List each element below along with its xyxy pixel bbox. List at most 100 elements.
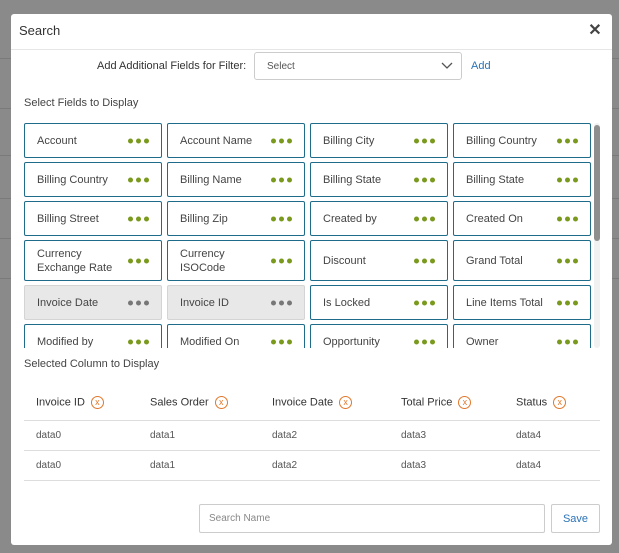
field-option[interactable]: Modified On — [167, 324, 305, 348]
remove-column-icon[interactable]: x — [214, 395, 228, 409]
field-option-label: Billing Country — [37, 173, 108, 186]
column-header-label: Sales Order — [150, 396, 209, 409]
remove-column-icon[interactable]: x — [553, 395, 567, 409]
dialog-title: Search — [19, 23, 61, 38]
more-dot — [573, 177, 578, 182]
field-option[interactable]: Invoice ID — [167, 285, 305, 320]
more-dot — [279, 258, 284, 263]
more-dot — [565, 177, 570, 182]
more-dot — [144, 300, 149, 305]
field-option[interactable]: Currency ISOCode — [167, 240, 305, 281]
field-option[interactable]: Owner — [453, 324, 591, 348]
more-options-icon[interactable] — [128, 177, 149, 182]
field-option[interactable]: Billing Street — [24, 201, 162, 236]
fields-section-title: Select Fields to Display — [24, 97, 139, 109]
field-option[interactable]: Grand Total — [453, 240, 591, 281]
field-option[interactable]: Modified by — [24, 324, 162, 348]
more-options-icon[interactable] — [128, 339, 149, 344]
more-options-icon[interactable] — [271, 216, 292, 221]
filter-field-select[interactable]: Select — [254, 52, 462, 80]
scrollbar-thumb[interactable] — [594, 125, 600, 241]
more-dot — [128, 177, 133, 182]
field-option[interactable]: Opportunity — [310, 324, 448, 348]
field-option[interactable]: Billing Country — [453, 123, 591, 158]
field-option[interactable]: Billing State — [453, 162, 591, 197]
more-dot — [565, 258, 570, 263]
more-dot — [430, 177, 435, 182]
more-options-icon[interactable] — [557, 216, 578, 221]
column-header-label: Status — [516, 396, 548, 409]
field-option-label: Created by — [323, 212, 377, 225]
more-dot — [414, 258, 419, 263]
more-options-icon[interactable] — [271, 300, 292, 305]
remove-column-icon[interactable]: x — [458, 395, 472, 409]
table-cell: data1 — [138, 450, 260, 481]
field-option[interactable]: Discount — [310, 240, 448, 281]
field-option[interactable]: Billing State — [310, 162, 448, 197]
field-option-label: Is Locked — [323, 296, 371, 309]
more-dot — [557, 177, 562, 182]
more-options-icon[interactable] — [414, 300, 435, 305]
table-cell: data3 — [389, 450, 504, 481]
more-options-icon[interactable] — [128, 300, 149, 305]
more-dot — [271, 339, 276, 344]
more-options-icon[interactable] — [414, 177, 435, 182]
remove-column-icon[interactable]: x — [339, 395, 353, 409]
field-option-label: Created On — [466, 212, 523, 225]
field-option[interactable]: Created by — [310, 201, 448, 236]
field-option[interactable]: Billing Zip — [167, 201, 305, 236]
more-dot — [128, 300, 133, 305]
field-option[interactable]: Billing Country — [24, 162, 162, 197]
more-dot — [573, 216, 578, 221]
more-options-icon[interactable] — [414, 339, 435, 344]
field-option-label: Billing Name — [180, 173, 242, 186]
more-options-icon[interactable] — [271, 339, 292, 344]
save-button[interactable]: Save — [551, 504, 600, 533]
table-cell: data2 — [260, 420, 389, 451]
field-option[interactable]: Line Items Total — [453, 285, 591, 320]
add-filter-link[interactable]: Add — [471, 60, 491, 72]
more-options-icon[interactable] — [271, 177, 292, 182]
more-options-icon[interactable] — [557, 300, 578, 305]
more-dot — [422, 258, 427, 263]
field-option-label: Invoice ID — [180, 296, 229, 309]
field-option[interactable]: Account — [24, 123, 162, 158]
field-option[interactable]: Is Locked — [310, 285, 448, 320]
remove-column-icon[interactable]: x — [90, 395, 104, 409]
table-cell: data1 — [138, 420, 260, 451]
field-option[interactable]: Account Name — [167, 123, 305, 158]
more-dot — [422, 177, 427, 182]
field-option[interactable]: Billing City — [310, 123, 448, 158]
more-options-icon[interactable] — [271, 258, 292, 263]
more-dot — [414, 300, 419, 305]
more-dot — [422, 339, 427, 344]
field-option[interactable]: Billing Name — [167, 162, 305, 197]
more-dot — [128, 258, 133, 263]
field-option[interactable]: Invoice Date — [24, 285, 162, 320]
search-name-input[interactable] — [199, 504, 545, 533]
more-options-icon[interactable] — [414, 216, 435, 221]
more-options-icon[interactable] — [128, 258, 149, 263]
more-options-icon[interactable] — [414, 138, 435, 143]
more-dot — [144, 339, 149, 344]
more-options-icon[interactable] — [271, 138, 292, 143]
close-icon[interactable]: ✕ — [588, 22, 602, 39]
field-option[interactable]: Currency Exchange Rate — [24, 240, 162, 281]
field-option-label: Opportunity — [323, 335, 380, 348]
more-options-icon[interactable] — [557, 138, 578, 143]
more-options-icon[interactable] — [557, 177, 578, 182]
table-header-row: Invoice ID x Sales Order x Invoice Date x Tota… — [24, 385, 600, 421]
more-options-icon[interactable] — [128, 216, 149, 221]
more-dot — [430, 258, 435, 263]
more-options-icon[interactable] — [557, 339, 578, 344]
more-options-icon[interactable] — [414, 258, 435, 263]
more-dot — [422, 300, 427, 305]
field-option-label: Discount — [323, 254, 366, 267]
field-option[interactable]: Created On — [453, 201, 591, 236]
column-header: Invoice Date x — [260, 385, 389, 421]
fields-scrollbar[interactable] — [594, 123, 600, 348]
more-options-icon[interactable] — [557, 258, 578, 263]
more-options-icon[interactable] — [128, 138, 149, 143]
field-option-label: Billing Street — [37, 212, 99, 225]
more-dot — [573, 300, 578, 305]
